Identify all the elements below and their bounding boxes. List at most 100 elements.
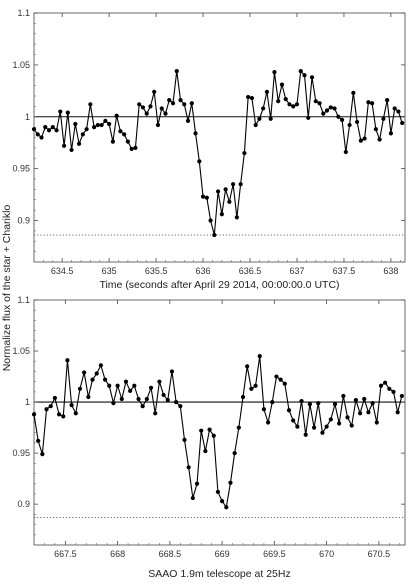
data-point xyxy=(140,404,145,409)
data-point xyxy=(351,90,356,95)
data-point xyxy=(257,116,262,121)
data-point xyxy=(272,70,277,75)
data-point xyxy=(215,189,221,194)
x-tick-label: 667.5 xyxy=(54,549,77,559)
data-point xyxy=(46,128,52,133)
data-point xyxy=(232,451,237,456)
data-point xyxy=(294,102,300,107)
data-point xyxy=(343,149,348,155)
shared-y-axis-label: Normalize flux of the star + Chariklo xyxy=(1,205,13,372)
data-point xyxy=(249,386,254,391)
data-point xyxy=(48,404,53,409)
data-point xyxy=(56,412,62,417)
data-point xyxy=(103,118,108,123)
x-tick-label: 670.5 xyxy=(368,549,391,559)
plot-frame xyxy=(33,12,406,263)
data-point xyxy=(307,402,312,407)
data-point xyxy=(345,415,350,420)
data-point xyxy=(111,401,116,406)
data-point xyxy=(309,75,315,80)
data-point xyxy=(370,101,375,106)
data-point xyxy=(373,127,378,132)
x-tick-label: 637 xyxy=(289,266,304,276)
data-point xyxy=(224,505,229,510)
data-point xyxy=(261,106,266,111)
data-point xyxy=(200,194,206,199)
data-point xyxy=(136,396,141,402)
data-point xyxy=(77,386,83,391)
data-point xyxy=(165,397,170,403)
data-point xyxy=(353,397,358,403)
x-tick-label: 635.5 xyxy=(145,266,168,276)
data-point xyxy=(381,116,386,121)
x-tick-label: 634.5 xyxy=(51,266,74,276)
data-point xyxy=(264,89,270,94)
data-point xyxy=(303,432,308,437)
data-point xyxy=(194,481,200,486)
data-point xyxy=(90,377,95,382)
x-axis-label: Time (seconds after April 29 2014, 00:00… xyxy=(99,279,339,291)
data-point xyxy=(336,114,341,119)
data-point xyxy=(324,424,329,429)
data-point xyxy=(169,369,175,374)
data-point xyxy=(298,69,303,74)
data-point xyxy=(366,100,371,105)
data-point xyxy=(73,411,78,416)
x-tick-label: 668.5 xyxy=(159,549,182,559)
data-point xyxy=(249,95,255,101)
data-point xyxy=(95,122,100,128)
data-point xyxy=(291,104,296,109)
y-tick-label: 0.9 xyxy=(17,216,30,226)
data-point xyxy=(148,104,153,109)
data-point xyxy=(82,370,87,375)
data-point xyxy=(228,480,233,485)
plot-frame xyxy=(33,299,406,546)
data-point xyxy=(199,428,204,433)
data-point xyxy=(155,122,161,128)
data-point xyxy=(132,383,137,388)
data-point xyxy=(366,410,371,415)
data-point xyxy=(54,128,59,133)
data-point xyxy=(61,414,66,419)
data-point xyxy=(316,401,321,406)
data-point xyxy=(110,139,115,144)
data-point xyxy=(339,117,345,122)
data-point xyxy=(396,109,401,114)
data-point xyxy=(44,407,49,412)
data-point xyxy=(203,448,208,454)
data-point xyxy=(227,199,232,204)
x-tick-label: 635 xyxy=(102,266,117,276)
data-point xyxy=(167,98,172,103)
data-point xyxy=(92,125,97,130)
data-point xyxy=(274,374,279,379)
data-point xyxy=(391,389,396,394)
data-point xyxy=(148,385,154,390)
data-point xyxy=(313,99,318,104)
data-point xyxy=(115,383,120,388)
data-point xyxy=(43,125,48,130)
data-point xyxy=(245,364,250,369)
data-point xyxy=(153,411,158,416)
data-point xyxy=(31,412,37,417)
data-point xyxy=(236,425,241,430)
data-point xyxy=(52,395,58,401)
data-point xyxy=(279,82,285,87)
data-point xyxy=(144,396,149,402)
data-point xyxy=(354,119,360,125)
x-axis-label: SAAO 1.9m telescope at 25Hz xyxy=(148,568,290,580)
data-point xyxy=(40,452,45,457)
data-point xyxy=(283,97,288,102)
x-tick-label: 668 xyxy=(110,549,125,559)
data-point xyxy=(76,141,82,146)
data-point xyxy=(65,358,70,363)
data-point xyxy=(144,111,149,116)
data-point xyxy=(152,89,157,94)
data-point xyxy=(246,94,251,100)
data-point xyxy=(50,125,55,130)
y-tick-label: 0.95 xyxy=(12,448,30,458)
data-point xyxy=(399,393,404,399)
y-tick-label: 1 xyxy=(25,397,30,407)
data-point xyxy=(370,401,375,406)
data-point xyxy=(242,150,247,156)
